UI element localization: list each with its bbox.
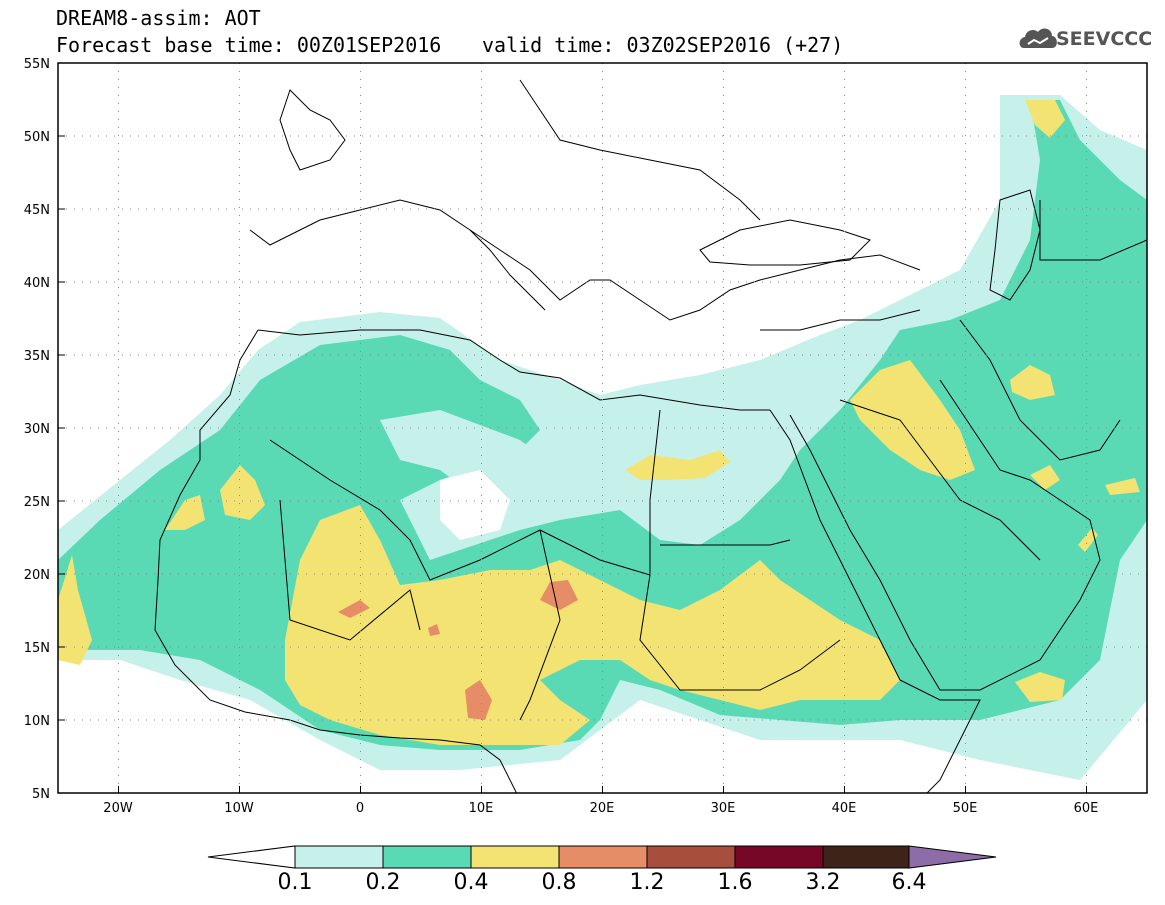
aot-band-0.8-spot xyxy=(428,624,440,636)
lat-label: 5N xyxy=(32,787,50,802)
aot-band-0.4-gulf xyxy=(1030,465,1060,490)
lat-label: 55N xyxy=(24,57,50,72)
coast-north-africa xyxy=(257,329,770,411)
border-iran xyxy=(959,319,1121,461)
aot-band-0.4-sahel xyxy=(285,505,900,745)
border-sudan xyxy=(639,574,841,691)
coast-uk xyxy=(279,89,346,171)
aot-band-0.8-mali xyxy=(338,600,370,618)
lat-label: 35N xyxy=(24,349,50,364)
colorbar-cell xyxy=(646,845,736,869)
colorbar-cell-under xyxy=(207,845,296,869)
colorbar-label: 0.4 xyxy=(453,870,489,895)
coast-arabia xyxy=(789,379,1101,691)
aot-band-0.8-chad xyxy=(540,580,578,610)
lat-label: 10N xyxy=(24,714,50,729)
colorbar-label: 1.6 xyxy=(717,870,753,895)
colorbar-label: 0.1 xyxy=(277,870,313,895)
aot-band-0.4-wsahara xyxy=(165,495,205,530)
lat-label: 50N xyxy=(24,130,50,145)
border-egypt xyxy=(660,539,791,546)
lon-label: 60E xyxy=(1074,801,1099,816)
lat-label: 20N xyxy=(24,568,50,583)
lon-label: 10E xyxy=(469,801,494,816)
chart-title: DREAM8-assim: AOT xyxy=(56,6,261,30)
aot-band-0.4-oman xyxy=(1105,478,1140,495)
border-east-europe xyxy=(519,79,761,221)
coast-red-sea xyxy=(769,409,901,681)
lon-label: 20E xyxy=(590,801,615,816)
tick-marks xyxy=(58,135,1087,793)
lon-label: 50E xyxy=(953,801,978,816)
cloud-icon xyxy=(1019,28,1057,48)
lon-label: 10W xyxy=(224,801,254,816)
border-turkey-south xyxy=(760,309,921,331)
lat-label: 15N xyxy=(24,641,50,656)
valid-time: valid time: 03Z02SEP2016 (+27) xyxy=(482,33,844,57)
aot-band-0.4-iran xyxy=(1010,365,1055,400)
lon-label: 40E xyxy=(832,801,857,816)
border-chad xyxy=(519,529,561,721)
lat-labels: 55N 50N 45N 40N 35N 30N 25N 20N 15N 10N … xyxy=(24,57,50,802)
border-saudi xyxy=(839,399,1041,561)
aot-contours xyxy=(58,95,1147,780)
border-kazakh xyxy=(1039,200,1147,261)
colorbar-cell xyxy=(470,845,560,869)
colorbar-cell xyxy=(822,845,910,869)
colorbar-cell xyxy=(734,845,824,869)
forecast-base-time: Forecast base time: 00Z01SEP2016 xyxy=(56,33,442,57)
aot-clear-patch xyxy=(440,470,510,540)
lat-label: 30N xyxy=(24,422,50,437)
aot-band-0.4-caspian xyxy=(1025,100,1065,138)
coast-europe xyxy=(249,199,921,321)
coast-west-africa xyxy=(154,329,518,793)
aot-band-0.4-libya xyxy=(625,450,730,480)
aot-low-patch xyxy=(380,410,560,500)
border-algeria xyxy=(269,439,541,581)
aot-band-0.4-mauritania xyxy=(220,465,265,520)
aot-band-0.4-arabia xyxy=(850,360,975,480)
coast-caspian xyxy=(989,189,1041,301)
coast-black-sea xyxy=(699,219,871,266)
colorbar-label: 3.2 xyxy=(805,870,841,895)
colorbar-cell xyxy=(382,845,472,869)
lat-label: 45N xyxy=(24,203,50,218)
lon-labels: 20W 10W 0 10E 20E 30E 40E 50E 60E xyxy=(103,801,1098,816)
aot-band-0.4-arabian-sea xyxy=(1015,672,1065,702)
aot-band-0.4-atlantic xyxy=(58,555,92,665)
aot-band-0.8-niger xyxy=(465,680,492,720)
lon-label: 30E xyxy=(711,801,736,816)
coast-italy xyxy=(469,229,546,311)
graticule xyxy=(58,63,1147,793)
colorbar-label: 0.8 xyxy=(541,870,577,895)
lon-label: 0 xyxy=(356,801,364,816)
colorbar-cell xyxy=(558,845,648,869)
border-mali xyxy=(279,499,421,641)
lat-label: 40N xyxy=(24,276,50,291)
colorbar-label: 6.4 xyxy=(891,870,927,895)
colorbar-label: 1.2 xyxy=(629,870,665,895)
lon-label: 20W xyxy=(103,801,133,816)
lat-label: 25N xyxy=(24,495,50,510)
colorbar-label: 0.2 xyxy=(365,870,401,895)
colorbar-cell xyxy=(294,845,384,869)
colorbar-cell-over xyxy=(908,845,997,869)
colorbar xyxy=(207,845,997,869)
logo-text: SEEVCCC xyxy=(1056,28,1153,50)
